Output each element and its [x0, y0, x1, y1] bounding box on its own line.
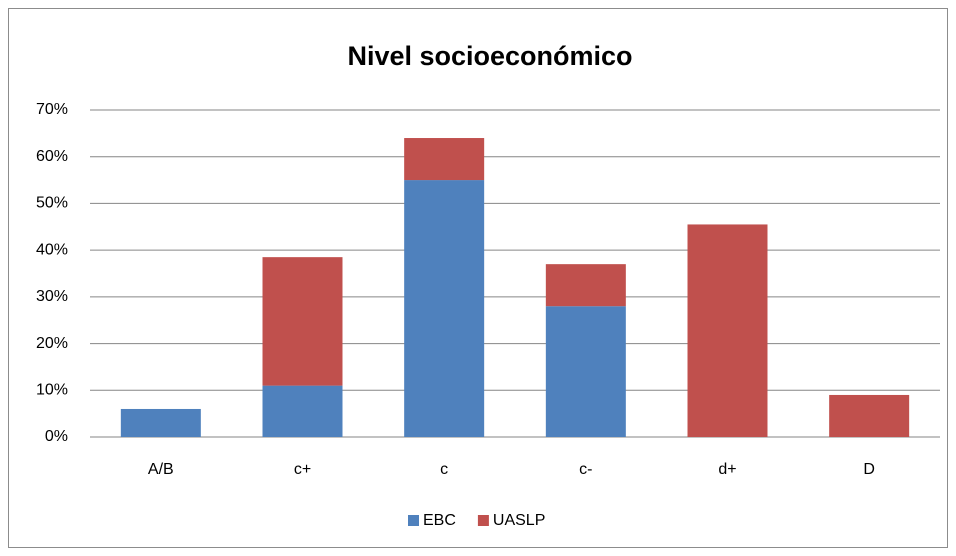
x-tick-label: c-	[579, 461, 592, 478]
bar	[120, 408, 201, 437]
legend-label: UASLP	[493, 512, 545, 529]
y-tick-label: 50%	[36, 195, 68, 212]
x-tick-label: D	[863, 461, 875, 478]
x-tick-label: c	[440, 461, 448, 478]
y-tick-label: 40%	[36, 241, 68, 258]
bar	[262, 257, 343, 386]
y-tick-label: 60%	[36, 148, 68, 165]
legend-swatch	[408, 515, 419, 526]
bar	[545, 306, 626, 437]
y-tick-label: 70%	[36, 101, 68, 118]
y-tick-label: 10%	[36, 382, 68, 399]
legend-swatch	[477, 515, 489, 526]
x-tick-label: A/B	[148, 461, 174, 478]
y-tick-label: 30%	[36, 288, 68, 305]
y-tick-label: 0%	[45, 428, 68, 445]
bar	[829, 394, 910, 437]
chart-title: Nivel socioeconómico	[347, 41, 632, 71]
x-tick-label: d+	[718, 461, 736, 478]
x-tick-label: c+	[294, 461, 311, 478]
bar	[404, 180, 485, 438]
bar	[404, 138, 485, 181]
bar	[687, 224, 768, 437]
bar	[262, 385, 343, 437]
y-tick-label: 20%	[36, 335, 68, 352]
legend-label: EBC	[423, 512, 456, 529]
bar	[545, 264, 626, 307]
